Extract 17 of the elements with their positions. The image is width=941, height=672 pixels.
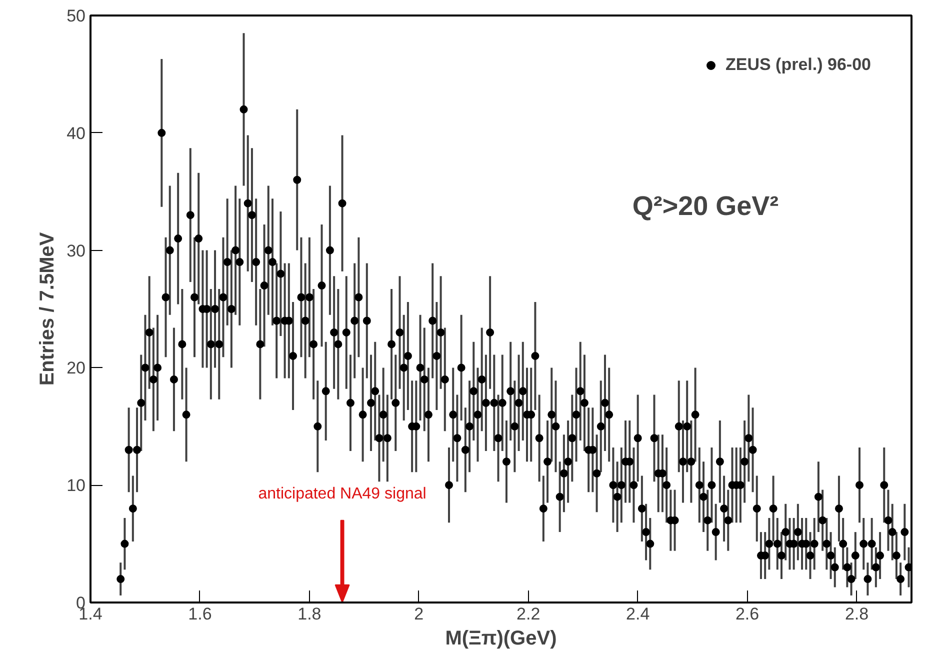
x-tick-label: 2.6 <box>735 604 760 624</box>
y-tick-label: 40 <box>66 124 86 143</box>
y-tick-label: 20 <box>66 358 86 378</box>
x-tick-label: 2.8 <box>844 604 869 624</box>
x-tick-label: 2 <box>414 604 424 624</box>
x-tick-label: 1.8 <box>298 604 322 624</box>
y-tick-label: 10 <box>66 476 86 496</box>
x-axis-title: M(Ξπ)(GeV) <box>445 628 557 650</box>
y-tick-label: 50 <box>66 6 86 26</box>
x-tick-label: 1.6 <box>188 604 212 624</box>
annotation: Q²>20 GeV² <box>632 190 779 221</box>
x-tick-label: 2.2 <box>516 604 540 624</box>
y-axis-title: Entries / 7.5MeV <box>36 232 59 386</box>
legend-label: ZEUS (prel.) 96-00 <box>726 55 871 75</box>
x-tick-label: 2.4 <box>626 604 650 624</box>
y-tick-label: 30 <box>66 241 86 260</box>
ref-line-label: anticipated NA49 signal <box>258 486 426 503</box>
